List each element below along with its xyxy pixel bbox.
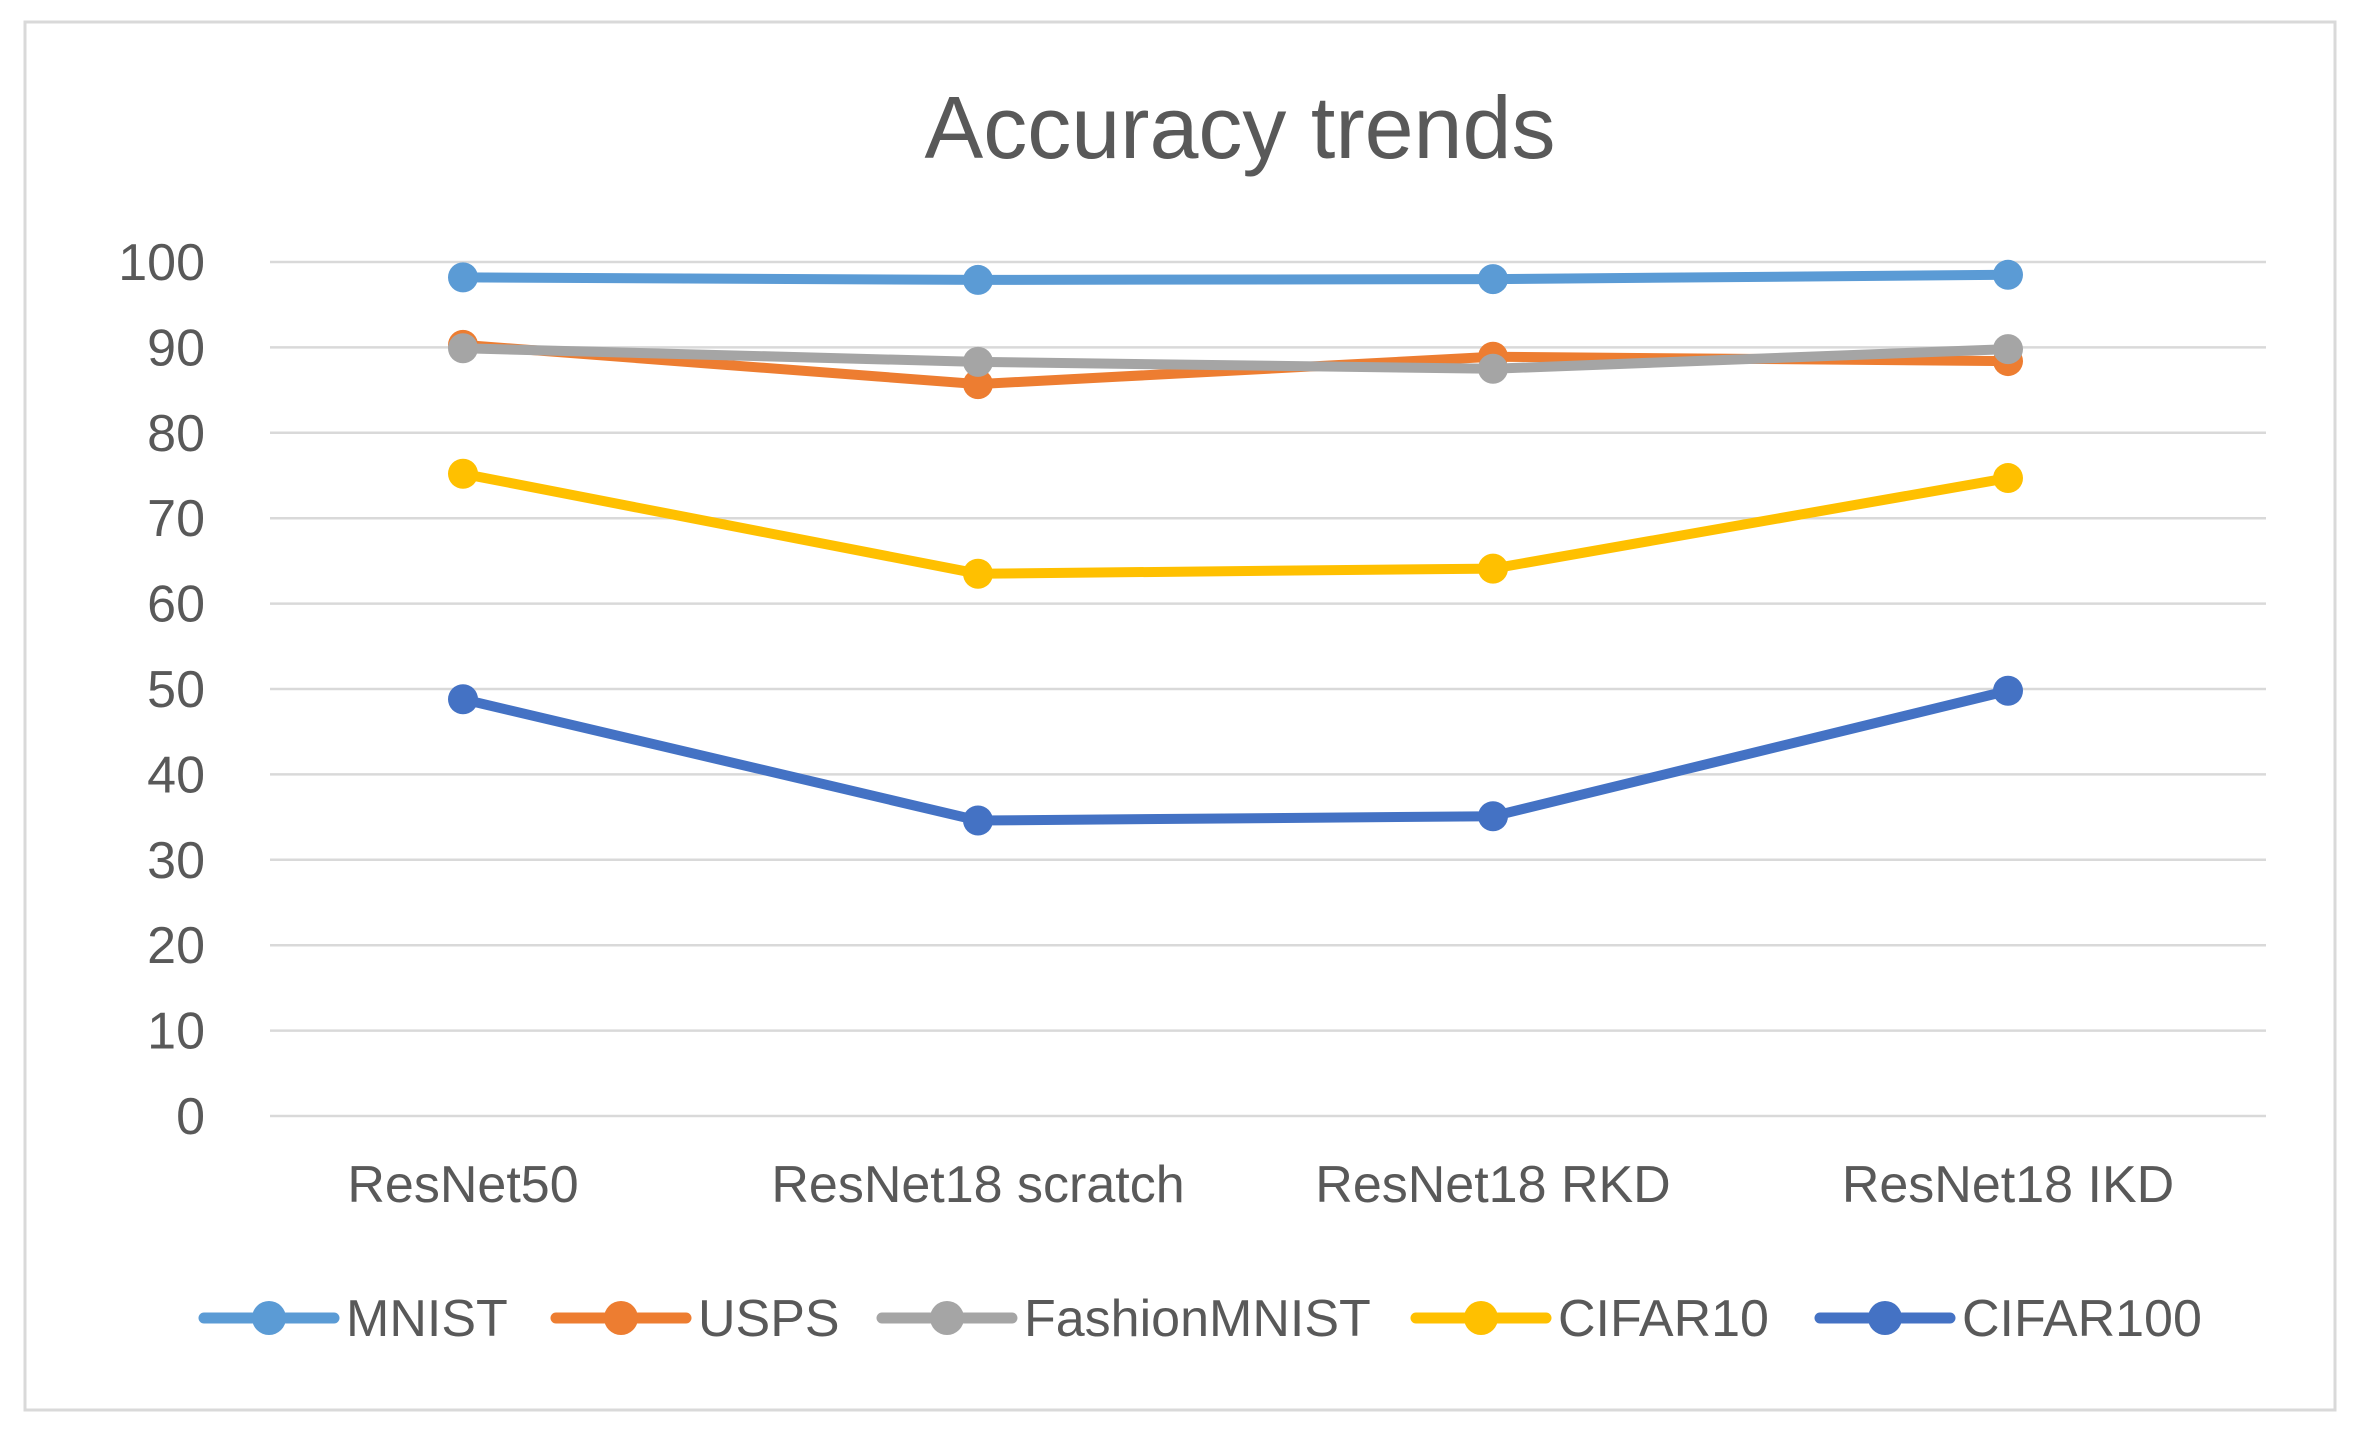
data-point-fashionmnist-0 [448, 333, 478, 364]
legend-label: MNIST [346, 1290, 508, 1348]
data-point-fashionmnist-2 [1478, 353, 1508, 384]
x-category-label: ResNet18 IKD [1842, 1156, 2174, 1214]
data-point-usps-1 [963, 369, 993, 400]
x-axis-category-labels: ResNet50 ResNet18 scratch ResNet18 RKD ResN… [347, 1156, 2174, 1214]
chart-frame [23, 20, 2337, 1412]
data-point-cifar100-3 [1993, 675, 2023, 706]
legend-item-fashionmnist: FashionMNIST [876, 1290, 1371, 1348]
data-point-cifar100-1 [963, 805, 993, 836]
y-tick-label: 30 [147, 832, 205, 890]
legend-label: USPS [698, 1290, 840, 1348]
data-point-cifar10-3 [1993, 463, 2023, 494]
series-plot-area [448, 259, 2023, 836]
legend-marker-dot [604, 1301, 638, 1335]
y-tick-label: 0 [176, 1088, 205, 1146]
legend-label: FashionMNIST [1024, 1290, 1371, 1348]
y-tick-label: 60 [147, 576, 205, 634]
x-category-label: ResNet18 RKD [1315, 1156, 1670, 1214]
data-point-mnist-0 [448, 262, 478, 293]
legend-item-mnist: MNIST [198, 1290, 508, 1348]
series-line-fashionmnist [458, 343, 2013, 374]
data-point-mnist-1 [963, 264, 993, 295]
y-tick-label: 90 [147, 319, 205, 377]
series-line-mnist [458, 269, 2013, 285]
data-point-fashionmnist-1 [963, 346, 993, 377]
y-tick-label: 50 [147, 661, 205, 719]
x-category-label: ResNet18 scratch [771, 1156, 1184, 1214]
legend: MNIST USPS FashionMNIST CIFAR10 CIFAR100 [198, 1290, 2202, 1348]
chart-title: Accuracy trends [925, 78, 1556, 177]
y-tick-label: 80 [147, 405, 205, 463]
y-tick-label: 10 [147, 1003, 205, 1061]
y-tick-label: 20 [147, 917, 205, 975]
legend-item-usps: USPS [550, 1290, 840, 1348]
data-point-mnist-3 [1993, 259, 2023, 290]
series-line-cifar100 [458, 685, 2013, 826]
y-axis-tick-labels: 0 10 20 30 40 50 60 70 80 90 100 [118, 234, 205, 1146]
data-point-cifar10-2 [1478, 553, 1508, 584]
legend-item-cifar10: CIFAR10 [1410, 1290, 1769, 1348]
legend-marker-dot [1868, 1301, 1902, 1335]
data-point-fashionmnist-3 [1993, 334, 2023, 365]
data-point-mnist-2 [1478, 264, 1508, 295]
legend-label: CIFAR10 [1558, 1290, 1769, 1348]
series-line-cifar10 [458, 468, 2013, 579]
y-tick-label: 100 [118, 234, 205, 292]
x-category-label: ResNet50 [347, 1156, 578, 1214]
data-point-cifar10-0 [448, 458, 478, 489]
data-point-cifar100-0 [448, 684, 478, 715]
legend-item-cifar100: CIFAR100 [1814, 1290, 2202, 1348]
y-tick-label: 70 [147, 490, 205, 548]
data-point-cifar100-2 [1478, 801, 1508, 832]
legend-marker-dot [930, 1301, 964, 1335]
data-point-cifar10-1 [963, 558, 993, 589]
legend-marker-dot [1464, 1301, 1498, 1335]
y-tick-label: 40 [147, 746, 205, 804]
legend-marker-dot [252, 1301, 286, 1335]
legend-label: CIFAR100 [1962, 1290, 2202, 1348]
